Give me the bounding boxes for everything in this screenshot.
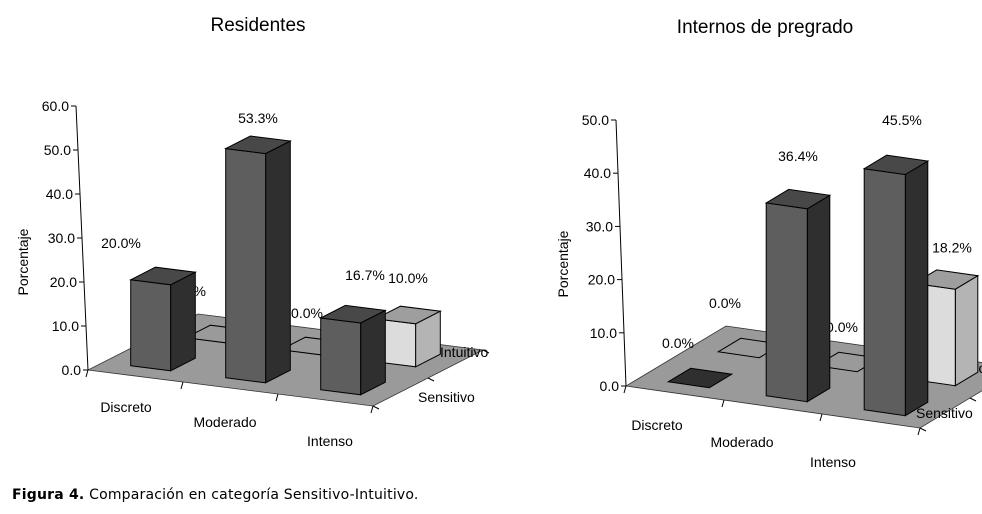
y-axis-label: Porcentaje [15, 228, 31, 295]
x-tick-mark [721, 399, 725, 408]
bar-top-face [319, 304, 387, 324]
bar-front-face [225, 148, 267, 384]
bar-footprint [666, 367, 734, 389]
y-axis-line [615, 119, 627, 387]
x-tick-mark [819, 413, 823, 422]
series-label: Sensitivo [418, 389, 475, 405]
bar-top-face [764, 188, 832, 210]
y-tick-label: 0.0 [62, 362, 82, 378]
y-tick-label: 20.0 [588, 272, 615, 288]
data-label: 0.0% [826, 319, 858, 335]
category-label: Moderado [193, 414, 256, 430]
chart-title: Residentes [210, 15, 305, 36]
y-tick-label: 20.0 [50, 274, 77, 290]
y-tick-label: 10.0 [590, 325, 617, 341]
bar-side-face [360, 309, 386, 396]
bar-top-face [129, 266, 197, 286]
series-label: Sensitivo [916, 405, 973, 421]
y-tick-label: 30.0 [586, 218, 613, 234]
chart-residentes: Residentes 0.0 10.0 20.0 30.0 40.0 50.0 60.0 Por… [15, 15, 490, 449]
y-axis-label: Porcentaje [555, 230, 571, 297]
category-label: Intenso [307, 433, 353, 449]
data-label: 0.0% [291, 305, 323, 321]
z-tick-mark [482, 349, 490, 354]
x-tick-mark [180, 381, 184, 390]
data-label: 36.4% [778, 148, 818, 164]
bar-front-face [765, 202, 808, 403]
y-tick-label: 40.0 [46, 186, 73, 202]
bar-side-face [954, 274, 979, 387]
y-tick-label: 50.0 [44, 142, 71, 158]
bar-side-face [904, 160, 929, 417]
x-tick-mark [917, 427, 921, 436]
data-label: 16.7% [345, 267, 385, 283]
x-tick-mark [275, 393, 279, 402]
bar-side-face [170, 271, 196, 372]
category-label: Discreto [100, 399, 152, 415]
z-tick-mark [427, 377, 435, 382]
chart-internos: Internos de pregrado 0.0 10.0 20.0 30.0 40.0 5… [555, 17, 982, 470]
data-label: 20.0% [101, 235, 141, 251]
bar-front-face [130, 279, 172, 372]
bar-sensitivo-intenso [862, 154, 930, 417]
figure-caption: Figura 4. Comparación en categoría Sensi… [12, 487, 419, 503]
y-tick-label: 50.0 [582, 112, 609, 128]
data-label: 0.0% [662, 335, 694, 351]
bar-top-face [862, 154, 930, 176]
data-label: 53.3% [238, 110, 278, 126]
data-label: 10.0% [388, 270, 428, 286]
bar-sensitivo-discreto [666, 367, 734, 389]
category-label: Intenso [810, 454, 856, 470]
data-label: 18.2% [932, 240, 972, 256]
bar-side-face [265, 140, 291, 384]
bar-sensitivo-moderado [764, 188, 832, 403]
y-tick-label: 40.0 [584, 165, 611, 181]
x-tick-mark [370, 405, 374, 414]
data-label: 0.0% [709, 295, 741, 311]
bar-sensitivo-moderado [224, 135, 292, 384]
x-tick-mark [623, 385, 627, 394]
bar-sensitivo-intenso [319, 304, 387, 396]
y-tick-label: 60.0 [42, 98, 69, 114]
y-tick-label: 10.0 [52, 318, 79, 334]
z-tick-mark [372, 405, 380, 410]
z-tick-mark [969, 397, 977, 402]
y-tick-label: 0.0 [600, 378, 620, 394]
bar-front-face [863, 168, 906, 417]
bar-top-face [224, 135, 292, 155]
y-tick-label: 30.0 [48, 230, 75, 246]
caption-label: Figura 4. [12, 487, 85, 503]
bar-front-face [320, 317, 362, 396]
bar-top-face [374, 305, 442, 325]
caption-text: Comparación en categoría Sensitivo-Intui… [84, 487, 419, 503]
bar-top-face [912, 269, 980, 290]
data-label: 45.5% [882, 112, 922, 128]
bar-side-face [806, 194, 831, 403]
z-tick-mark [919, 427, 927, 432]
bar-sensitivo-discreto [129, 266, 197, 372]
category-label: Moderado [710, 434, 773, 450]
series-label: Intuitivo [440, 344, 488, 360]
x-tick-mark [85, 369, 89, 378]
category-label: Discreto [631, 417, 683, 433]
chart-title: Internos de pregrado [677, 17, 853, 38]
